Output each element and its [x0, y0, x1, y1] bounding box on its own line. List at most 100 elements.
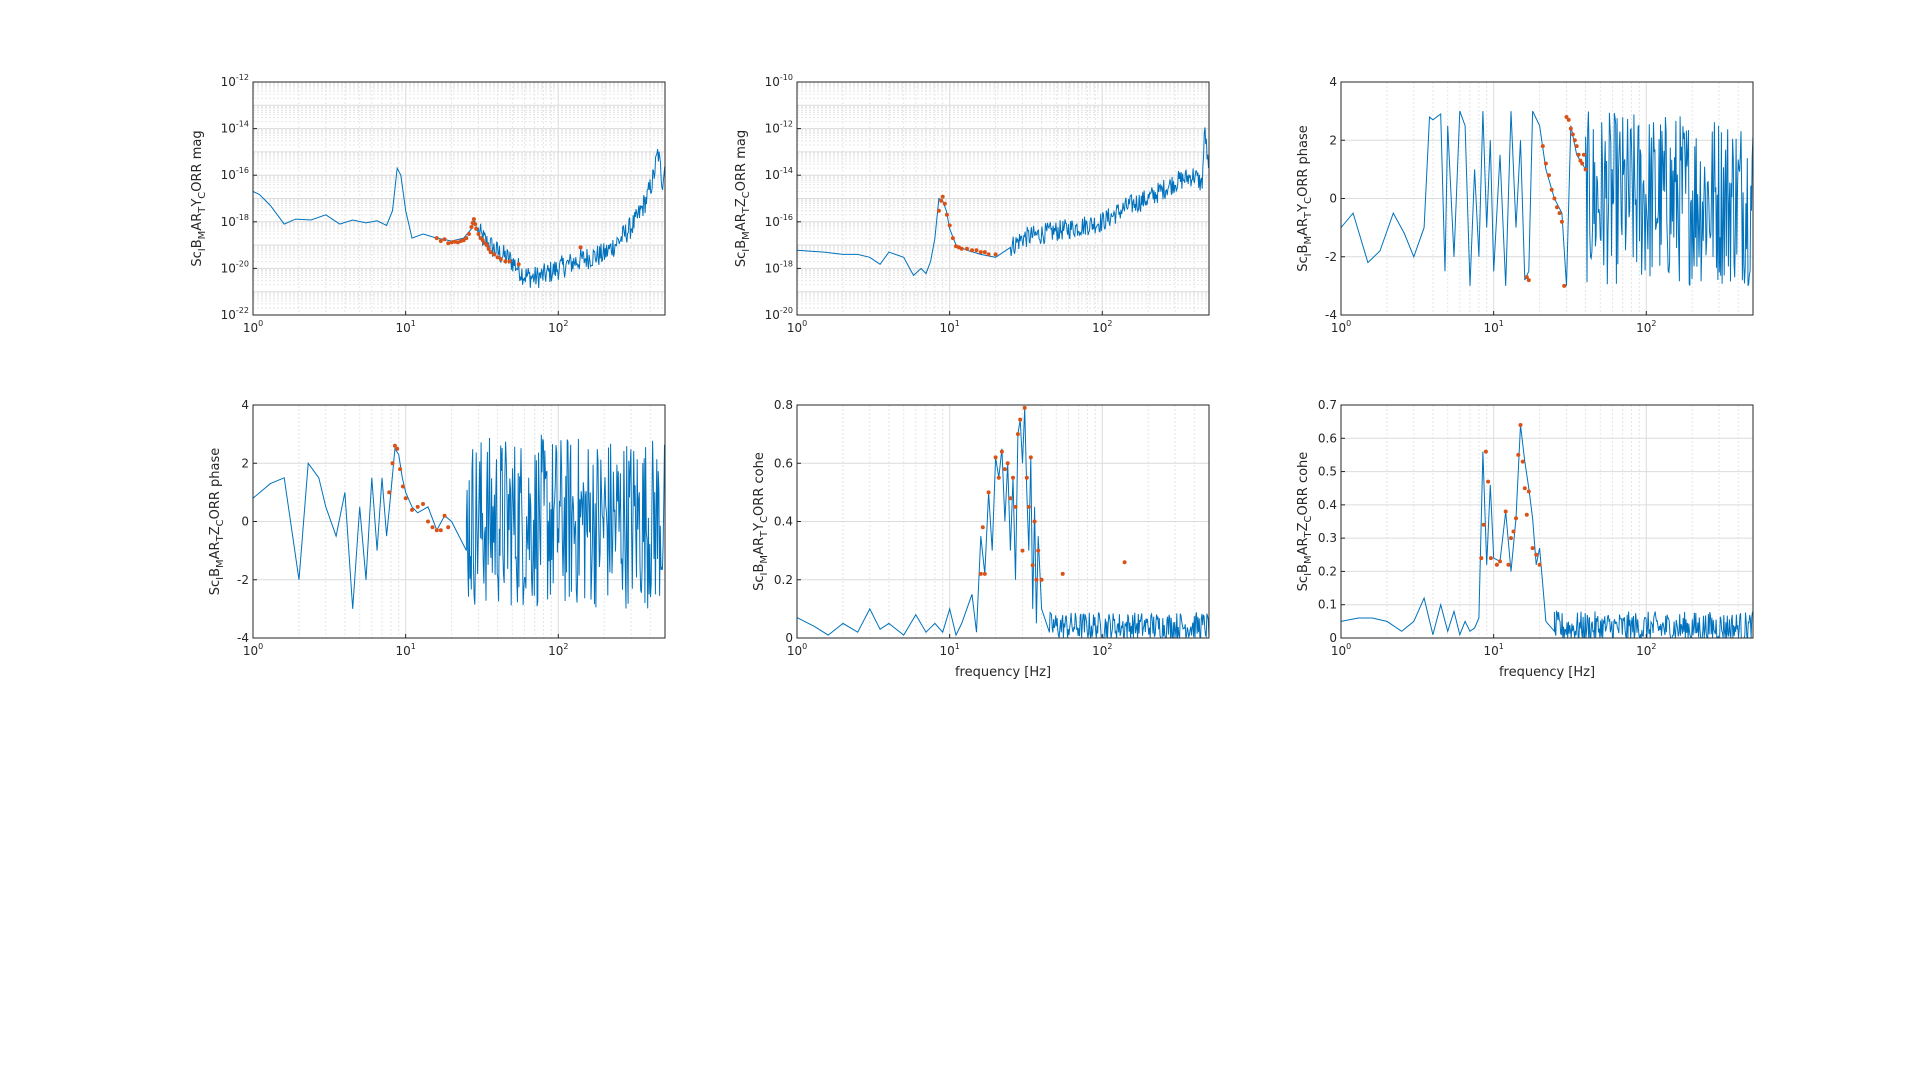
data-point	[410, 507, 414, 512]
chart-z-cohe: 100 101 102 0 0.1 0.2 0.3 0.4 0.5 0.6 0.7 ScIBMARTZ…	[1296, 398, 1754, 680]
axes-box	[796, 81, 1210, 316]
data-point	[492, 252, 497, 257]
y-tick-label: 2	[1329, 133, 1337, 147]
y-tick-label: 10-16	[765, 213, 793, 229]
y-tick-label: 0	[785, 631, 793, 645]
y-tick-label: 0.4	[1318, 498, 1337, 512]
data-point	[461, 238, 466, 243]
y-tick-label: 4	[1329, 75, 1337, 89]
data-point	[1008, 496, 1013, 501]
data-point	[1559, 219, 1564, 224]
data-point	[498, 257, 503, 262]
data-point	[996, 475, 1001, 480]
data-point	[986, 490, 991, 495]
data-point	[1583, 167, 1588, 172]
data-point	[1028, 455, 1033, 460]
data-point	[484, 243, 489, 248]
y-tick-label: 10-20	[221, 259, 249, 275]
chart-y-cohe: 100 101 102 0 0.2 0.4 0.6 0.8 ScIBMARTYCORR cohe…	[752, 398, 1210, 680]
data-point	[421, 502, 425, 506]
data-point	[1005, 461, 1010, 466]
data-point	[1509, 536, 1513, 541]
data-point	[1568, 126, 1573, 131]
data-point	[1524, 275, 1529, 280]
data-point	[1030, 563, 1035, 568]
data-point	[1479, 556, 1484, 561]
y-tick-label: 10-12	[765, 120, 793, 136]
axes-box	[1340, 404, 1754, 639]
y-tick-label: 10-22	[221, 306, 249, 322]
data-point	[1002, 467, 1007, 472]
data-point	[503, 259, 508, 264]
data-point	[1581, 152, 1586, 157]
data-point	[1020, 548, 1025, 553]
grid	[796, 82, 1210, 316]
data-point	[495, 255, 500, 260]
y-tick-label: 0.2	[1318, 564, 1337, 578]
chart-z-phase: 100 101 102 -4 -2 0 2 4 ScIBMARTZCORR phase	[208, 398, 666, 658]
x-tick-label: 100	[243, 319, 263, 335]
data-point	[1122, 560, 1127, 565]
marker-group	[1524, 115, 1588, 288]
x-tick-label: 100	[787, 642, 807, 658]
data-point	[965, 246, 969, 251]
data-point	[982, 571, 987, 576]
data-point	[1578, 158, 1583, 163]
x-tick-label: 102	[548, 319, 568, 335]
data-point	[1024, 475, 1029, 480]
y-axis-label: ScIBMARTYCORR mag	[190, 130, 208, 266]
data-point	[1570, 132, 1575, 137]
data-point	[507, 259, 512, 264]
data-point	[398, 467, 403, 472]
data-point	[486, 246, 491, 251]
data-point	[950, 236, 955, 241]
y-tick-label: 0.5	[1318, 465, 1337, 479]
data-point	[400, 484, 405, 489]
x-tick-label: 101	[1483, 319, 1503, 335]
data-point	[1566, 117, 1571, 122]
x-tick-label: 100	[1331, 319, 1351, 335]
y-tick-label: -4	[237, 631, 249, 645]
series-line	[1341, 110, 1753, 286]
data-point	[1483, 449, 1488, 454]
data-point	[1530, 546, 1535, 551]
marker-group	[387, 443, 451, 533]
data-point	[1549, 187, 1554, 192]
y-tick-label: 0.3	[1318, 531, 1337, 545]
plot-area	[1341, 405, 1753, 638]
data-point	[1503, 509, 1508, 514]
data-point	[1526, 278, 1531, 283]
data-point	[978, 571, 983, 576]
y-axis-label: ScIBMARTYCORR cohe	[752, 452, 770, 591]
data-point	[1574, 144, 1579, 149]
data-point	[1543, 161, 1548, 166]
data-point	[426, 519, 430, 524]
y-tick-label: 0	[1329, 631, 1337, 645]
x-tick-label: 101	[939, 642, 959, 658]
data-point	[438, 528, 443, 533]
data-point	[1011, 475, 1015, 480]
data-point	[1520, 459, 1525, 464]
x-tick-label: 102	[1092, 642, 1112, 658]
data-point	[1518, 423, 1523, 427]
y-tick-label: 0.1	[1318, 598, 1337, 612]
data-point	[1034, 577, 1039, 582]
data-point	[1026, 504, 1031, 509]
data-point	[474, 226, 479, 231]
data-point	[1013, 504, 1018, 509]
data-point	[403, 496, 408, 501]
y-tick-label: 4	[241, 398, 249, 412]
y-tick-label: 0.7	[1318, 398, 1337, 412]
y-tick-label: 0.6	[774, 456, 793, 470]
data-point	[1018, 417, 1023, 422]
data-point	[434, 528, 439, 533]
axes-box	[252, 81, 666, 316]
data-point	[446, 525, 451, 530]
data-point	[469, 225, 474, 229]
marker-group	[434, 217, 583, 267]
x-tick-label: 101	[395, 642, 415, 658]
data-point	[452, 239, 457, 244]
y-tick-label: 0.6	[1318, 431, 1337, 445]
data-point	[1572, 138, 1577, 143]
data-point	[449, 240, 454, 245]
